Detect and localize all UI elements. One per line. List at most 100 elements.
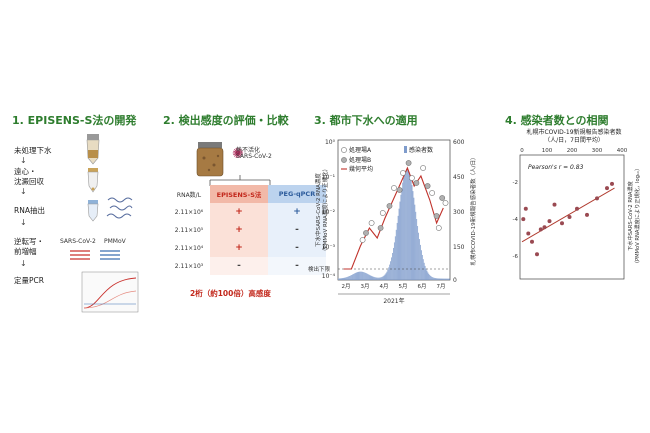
scatter-point bbox=[521, 217, 526, 222]
step-precipitate: 沈澱回収 bbox=[14, 177, 44, 186]
case-bar bbox=[440, 278, 442, 280]
scatter-point bbox=[595, 196, 599, 201]
case-bar bbox=[444, 278, 446, 280]
case-bar bbox=[351, 275, 352, 280]
case-bar bbox=[432, 277, 433, 280]
month-axis: 2月 3月 4月 5月 6月 7月 bbox=[342, 283, 446, 290]
case-bar bbox=[371, 276, 373, 280]
marker-plant-a bbox=[420, 165, 426, 171]
marker-plant-a bbox=[400, 170, 406, 176]
left-tick: 10⁻⁴ bbox=[322, 273, 336, 280]
case-bar bbox=[374, 277, 376, 280]
case-bar bbox=[362, 271, 363, 280]
case-bar bbox=[382, 276, 384, 280]
scatter-subtitle: （人/日，7日間平均） bbox=[544, 136, 604, 144]
case-bar bbox=[407, 169, 409, 280]
case-bar bbox=[446, 278, 447, 280]
case-bar bbox=[358, 271, 360, 280]
case-bar bbox=[445, 278, 447, 280]
step-rna-extraction: RNA抽出 bbox=[14, 206, 45, 215]
scatter-points bbox=[521, 181, 614, 257]
y-axis-label: 下水中SARS-CoV-2 RNA濃度 bbox=[626, 181, 634, 251]
case-bar bbox=[435, 278, 437, 280]
panel1-title: 1. EPISENS-S法の開発 bbox=[12, 114, 137, 127]
workflow-illustrations bbox=[70, 134, 139, 313]
down-arrow-icon: ↓ bbox=[20, 187, 27, 196]
table-row: 2.11×10³ - - bbox=[172, 257, 326, 275]
case-bar bbox=[404, 173, 405, 280]
case-bar bbox=[439, 278, 441, 280]
case-bar bbox=[349, 275, 350, 280]
svg-text:3月: 3月 bbox=[361, 283, 370, 290]
pearson-label: Pearson's r = 0.83 bbox=[528, 164, 584, 171]
case-bar bbox=[397, 215, 399, 280]
case-bar bbox=[427, 272, 429, 280]
sensitivity-conclusion: 2桁（約100倍）高感度 bbox=[190, 289, 271, 298]
case-bar bbox=[368, 274, 370, 280]
down-arrow-icon: ↓ bbox=[20, 259, 27, 268]
right-axis-ticks: 600 450 300 150 0 bbox=[453, 139, 465, 284]
step-centrifuge: 遠心・ bbox=[14, 167, 37, 176]
case-bar bbox=[353, 273, 355, 280]
case-bar bbox=[343, 277, 345, 280]
case-bar bbox=[372, 276, 374, 280]
case-bar bbox=[410, 179, 412, 280]
case-bar bbox=[426, 270, 428, 280]
case-bar bbox=[421, 254, 423, 280]
case-bar bbox=[428, 273, 430, 280]
scatter-point bbox=[610, 181, 614, 186]
case-bar bbox=[379, 277, 381, 280]
svg-text:5月: 5月 bbox=[399, 283, 408, 290]
case-bar bbox=[418, 232, 419, 280]
case-bar bbox=[342, 278, 344, 280]
case-bar bbox=[436, 278, 438, 280]
case-bar bbox=[398, 208, 400, 280]
scatter-point bbox=[567, 215, 572, 219]
case-bar bbox=[345, 277, 347, 280]
case-bar bbox=[354, 273, 356, 280]
case-bar bbox=[351, 274, 353, 280]
case-bar bbox=[409, 175, 411, 280]
case-bar bbox=[344, 277, 346, 280]
step-reverse-transcription: 逆転写・ bbox=[14, 237, 44, 246]
left-axis-label-2: （PMMoV RNA濃度により正規化） bbox=[321, 166, 329, 254]
case-bar bbox=[408, 172, 410, 280]
case-bar bbox=[350, 275, 351, 280]
case-bar bbox=[438, 278, 440, 280]
case-bar bbox=[367, 274, 369, 280]
marker-plant-b bbox=[413, 180, 420, 186]
sample-tube-icon bbox=[86, 134, 100, 165]
case-bar bbox=[352, 274, 354, 280]
case-bar bbox=[391, 257, 392, 280]
case-count-bars bbox=[338, 168, 450, 280]
scatter-point bbox=[542, 225, 547, 230]
step-raw-wastewater: 未処理下水 bbox=[14, 146, 52, 155]
marker-plant-a bbox=[435, 225, 442, 231]
case-bar bbox=[421, 250, 422, 280]
table-row: 2.11×10⁶ + + bbox=[172, 203, 326, 221]
case-bar bbox=[379, 277, 380, 280]
chart-legend: 処理場A 処理場B 幾何平均 感染者数 bbox=[341, 146, 433, 173]
case-bar bbox=[448, 278, 449, 280]
case-bar bbox=[373, 276, 375, 280]
target-sequence-icon bbox=[70, 250, 120, 260]
case-bar bbox=[431, 276, 433, 280]
svg-text:200: 200 bbox=[567, 148, 578, 154]
case-bar bbox=[341, 278, 343, 280]
left-tick: 10⁻³ bbox=[322, 244, 336, 251]
legend-gm: 幾何平均 bbox=[349, 165, 373, 173]
svg-text:100: 100 bbox=[542, 148, 553, 154]
rna-count-header: RNA数/L bbox=[176, 191, 202, 199]
svg-text:-2: -2 bbox=[513, 180, 518, 186]
case-bar bbox=[449, 278, 450, 280]
scatter-point bbox=[547, 219, 552, 224]
right-tick: 600 bbox=[453, 139, 465, 146]
right-tick: 150 bbox=[453, 244, 465, 251]
case-bar bbox=[360, 271, 362, 280]
legend-bar bbox=[404, 146, 407, 153]
case-bar bbox=[369, 275, 371, 280]
case-bar bbox=[424, 265, 426, 280]
table-row: 2.11×10⁴ + - bbox=[172, 239, 326, 257]
marker-plant-b bbox=[424, 183, 431, 189]
marker-plant-b bbox=[439, 195, 446, 201]
